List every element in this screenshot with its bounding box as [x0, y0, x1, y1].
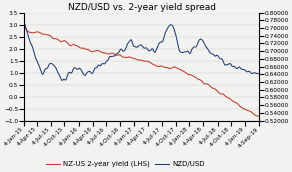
NZD/USD [22, 21, 26, 23]
Legend: NZ-US 2-year yield (LHS), NZD/USD: NZ-US 2-year yield (LHS), NZD/USD [44, 158, 207, 170]
Title: NZD/USD vs. 2-year yield spread: NZD/USD vs. 2-year yield spread [67, 3, 215, 12]
NZD/USD [61, 79, 64, 81]
NZD/USD [186, 50, 189, 52]
NZ-US 2-year yield (LHS) [22, 25, 26, 27]
NZD/USD [62, 78, 65, 80]
NZ-US 2-year yield (LHS) [119, 55, 123, 57]
NZ-US 2-year yield (LHS) [61, 40, 64, 42]
NZD/USD [120, 49, 124, 51]
NZ-US 2-year yield (LHS) [248, 110, 252, 112]
NZD/USD [258, 73, 261, 75]
NZD/USD [249, 72, 253, 74]
NZ-US 2-year yield (LHS) [185, 72, 188, 74]
NZ-US 2-year yield (LHS) [158, 65, 162, 67]
Line: NZ-US 2-year yield (LHS): NZ-US 2-year yield (LHS) [24, 26, 259, 116]
Line: NZD/USD: NZD/USD [24, 22, 259, 80]
NZ-US 2-year yield (LHS) [258, 115, 261, 117]
NZ-US 2-year yield (LHS) [117, 54, 120, 56]
NZD/USD [159, 41, 163, 43]
NZD/USD [118, 50, 121, 52]
